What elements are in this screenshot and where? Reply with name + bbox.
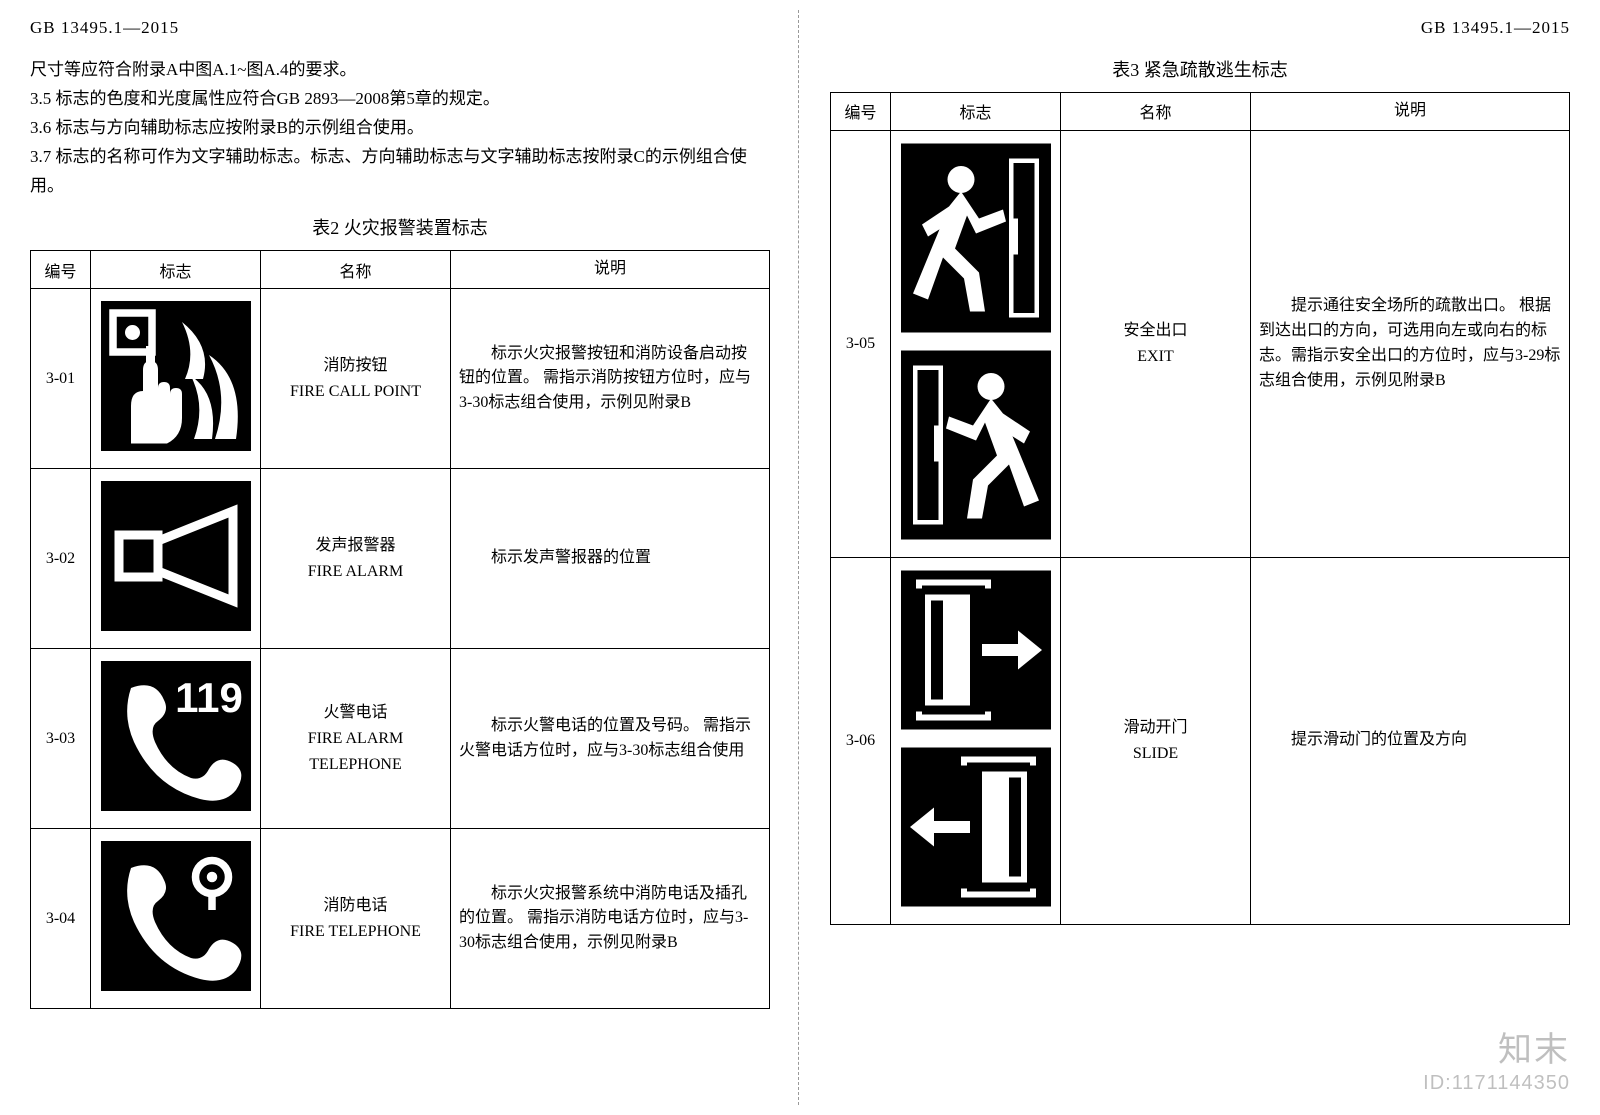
fire-call-point-icon (101, 301, 251, 451)
slide-right-icon (901, 570, 1051, 730)
row-sign: 119 (91, 649, 261, 829)
name-cn: 滑动开门 (1069, 715, 1242, 741)
intro-line: 尺寸等应符合附录A中图A.1~图A.4的要求。 (30, 56, 770, 85)
col-desc: 说明 (1251, 93, 1570, 131)
intro-line: 3.7 标志的名称可作为文字辅助标志。标志、方向辅助标志与文字辅助标志按附录C的… (30, 143, 770, 201)
svg-text:119: 119 (175, 674, 243, 721)
row-desc: 标示火警电话的位置及号码。 需指示火警电话方位时，应与3-30标志组合使用 (451, 649, 770, 829)
page-left: GB 13495.1—2015 尺寸等应符合附录A中图A.1~图A.4的要求。 … (0, 0, 800, 1115)
table2-header-row: 编号 标志 名称 说明 (31, 251, 770, 289)
watermark-id: ID:1171144350 (1423, 1071, 1570, 1095)
col-sign: 标志 (891, 93, 1061, 131)
row-num: 3-03 (31, 649, 91, 829)
name-cn: 安全出口 (1069, 318, 1242, 344)
table-row: 3-04 消防电话 FIRE TELEPHONE (31, 829, 770, 1009)
col-desc: 说明 (451, 251, 770, 289)
table3: 编号 标志 名称 说明 3-05 (830, 92, 1570, 925)
doc-id-right: GB 13495.1—2015 (830, 18, 1570, 38)
row-name: 火警电话 FIRE ALARM TELEPHONE (261, 649, 451, 829)
name-cn: 火警电话 (269, 700, 442, 726)
row-desc: 标示火灾报警系统中消防电话及插孔的位置。 需指示消防电话方位时，应与3-30标志… (451, 829, 770, 1009)
table-row: 3-01 (31, 289, 770, 469)
name-cn: 发声报警器 (269, 533, 442, 559)
fire-telephone-icon (101, 841, 251, 991)
table3-header-row: 编号 标志 名称 说明 (831, 93, 1570, 131)
table3-title: 表3 紧急疏散逃生标志 (830, 56, 1570, 82)
row-desc: 标示火灾报警按钮和消防设备启动按钮的位置。 需指示消防按钮方位时，应与3-30标… (451, 289, 770, 469)
col-name: 名称 (261, 251, 451, 289)
intro-line: 3.5 标志的色度和光度属性应符合GB 2893—2008第5章的规定。 (30, 85, 770, 114)
row-sign (91, 289, 261, 469)
slide-left-icon (901, 747, 1051, 907)
row-sign (91, 829, 261, 1009)
col-num: 编号 (831, 93, 891, 131)
row-num: 3-04 (31, 829, 91, 1009)
watermark-brand: 知末 (1423, 1030, 1570, 1071)
table-row: 3-02 发声报警器 FIRE ALARM 标示发声警报器的位置 (31, 469, 770, 649)
row-name: 发声报警器 FIRE ALARM (261, 469, 451, 649)
row-sign (891, 557, 1061, 924)
name-en: FIRE TELEPHONE (269, 919, 442, 945)
row-name: 安全出口 EXIT (1061, 130, 1251, 557)
row-name: 消防按钮 FIRE CALL POINT (261, 289, 451, 469)
row-desc: 标示发声警报器的位置 (451, 469, 770, 649)
row-num: 3-06 (831, 557, 891, 924)
row-desc: 提示通往安全场所的疏散出口。 根据到达出口的方向，可选用向左或向右的标志。需指示… (1251, 130, 1570, 557)
name-en: FIRE ALARM (269, 559, 442, 585)
row-name: 滑动开门 SLIDE (1061, 557, 1251, 924)
exit-left-icon (901, 350, 1051, 540)
exit-right-icon (901, 143, 1051, 333)
fire-alarm-telephone-icon: 119 (101, 661, 251, 811)
row-sign (91, 469, 261, 649)
col-sign: 标志 (91, 251, 261, 289)
row-num: 3-02 (31, 469, 91, 649)
row-desc: 提示滑动门的位置及方向 (1251, 557, 1570, 924)
table-row: 3-03 119 火警电话 FIRE ALARM TELEPHONE 标示火警电… (31, 649, 770, 829)
intro-line: 3.6 标志与方向辅助标志应按附录B的示例组合使用。 (30, 114, 770, 143)
name-en: FIRE ALARM TELEPHONE (269, 726, 442, 777)
col-num: 编号 (31, 251, 91, 289)
row-name: 消防电话 FIRE TELEPHONE (261, 829, 451, 1009)
table2-title: 表2 火灾报警装置标志 (30, 214, 770, 240)
doc-id-left: GB 13495.1—2015 (30, 18, 770, 38)
fire-alarm-icon (101, 481, 251, 631)
name-en: EXIT (1069, 344, 1242, 370)
row-num: 3-01 (31, 289, 91, 469)
name-cn: 消防电话 (269, 893, 442, 919)
col-name: 名称 (1061, 93, 1251, 131)
intro-text: 尺寸等应符合附录A中图A.1~图A.4的要求。 3.5 标志的色度和光度属性应符… (30, 56, 770, 200)
name-cn: 消防按钮 (269, 353, 442, 379)
row-sign (891, 130, 1061, 557)
table-row: 3-05 (831, 130, 1570, 557)
page-right: GB 13495.1—2015 表3 紧急疏散逃生标志 编号 标志 名称 说明 … (800, 0, 1600, 1115)
row-num: 3-05 (831, 130, 891, 557)
name-en: SLIDE (1069, 741, 1242, 767)
name-en: FIRE CALL POINT (269, 379, 442, 405)
watermark: 知末 ID:1171144350 (1423, 1030, 1570, 1095)
table-row: 3-06 (831, 557, 1570, 924)
table2: 编号 标志 名称 说明 3-01 (30, 250, 770, 1009)
